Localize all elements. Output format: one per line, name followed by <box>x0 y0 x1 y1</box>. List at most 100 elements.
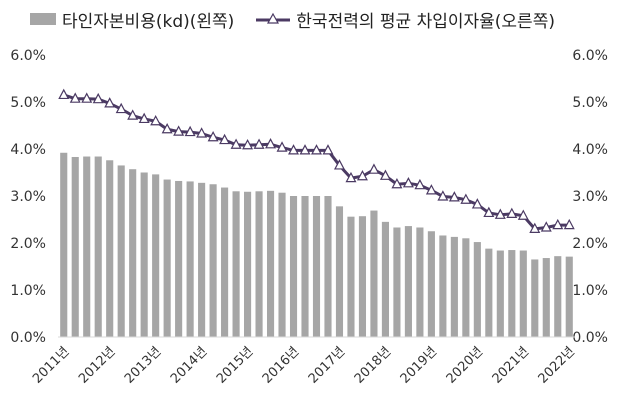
line-point-marker <box>448 191 460 202</box>
y-left-tick-label: 5.0% <box>10 95 46 111</box>
x-tick-label: 2019년 <box>398 344 440 386</box>
x-tick-label: 2015년 <box>214 344 256 386</box>
bar <box>439 235 447 337</box>
line-point-marker <box>104 97 116 108</box>
line-point-marker <box>276 141 288 152</box>
x-tick-label: 2018년 <box>352 344 394 386</box>
line-point-marker <box>322 144 334 155</box>
bar <box>266 190 275 337</box>
line-point-marker <box>230 138 242 149</box>
bar <box>393 227 401 337</box>
bar <box>404 226 412 337</box>
line-point-marker <box>184 125 196 137</box>
y-left-tick-label: 1.0% <box>10 283 46 299</box>
legend-bar-swatch <box>30 13 56 25</box>
bar <box>519 250 527 337</box>
line-point-marker <box>494 208 506 219</box>
line-point-marker <box>219 133 231 145</box>
y-left-tick-label: 2.0% <box>10 236 46 252</box>
y-left-tick-label: 0.0% <box>10 330 46 346</box>
bar <box>450 236 458 337</box>
line-point-marker <box>414 178 426 190</box>
chart-legend: 타인자본비용(kd)(왼쪽) 한국전력의 평균 차입이자율(오른쪽) <box>30 4 577 34</box>
x-tick-label: 2012년 <box>76 344 118 386</box>
line-point-marker <box>242 138 254 150</box>
line-point-marker <box>391 177 403 189</box>
line-point-marker <box>402 177 414 188</box>
line-point-marker <box>506 207 518 218</box>
line-point-marker <box>92 92 104 104</box>
line-point-marker <box>563 218 575 230</box>
bar <box>358 216 367 337</box>
bar <box>244 191 252 337</box>
bar <box>531 259 539 337</box>
line-point-marker <box>368 163 380 174</box>
bar <box>129 169 137 337</box>
legend-bar-label: 타인자본비용(kd)(왼쪽) <box>62 11 235 32</box>
bar <box>462 238 470 337</box>
bar <box>198 182 206 337</box>
bar <box>565 256 573 337</box>
y-right-tick-label: 3.0% <box>572 189 608 205</box>
bar <box>347 216 355 337</box>
bar <box>312 196 321 337</box>
y-right-tick-label: 4.0% <box>572 142 608 158</box>
bar <box>416 227 424 337</box>
line-point-marker <box>265 138 277 149</box>
bar <box>496 250 504 337</box>
x-tick-label: 2013년 <box>122 344 164 386</box>
line-point-marker <box>161 122 173 134</box>
bar <box>94 156 102 337</box>
line-point-marker <box>288 144 300 155</box>
legend-line-swatch <box>256 12 291 24</box>
bar <box>60 152 68 337</box>
line-point-marker <box>517 209 529 220</box>
line-point-marker <box>460 193 472 204</box>
bar <box>221 187 229 337</box>
line-point-marker <box>127 109 139 120</box>
bar <box>71 156 79 337</box>
line-point-marker <box>345 171 357 183</box>
y-left-tick-label: 3.0% <box>10 189 46 205</box>
bar <box>152 174 160 337</box>
y-right-tick-label: 6.0% <box>572 48 608 64</box>
bar <box>542 258 550 337</box>
line-point-marker <box>115 102 127 114</box>
y-right-tick-label: 1.0% <box>572 283 608 299</box>
bar <box>140 172 148 337</box>
bar <box>175 180 183 337</box>
y-right-tick-label: 2.0% <box>572 236 608 252</box>
x-tick-label: 2021년 <box>490 344 532 386</box>
line-point-marker <box>356 169 368 181</box>
bar <box>289 196 298 337</box>
legend-line-label: 한국전력의 평균 차입이자율(오른쪽) <box>296 11 555 32</box>
x-tick-label: 2014년 <box>168 344 210 386</box>
line-point-marker <box>207 130 219 142</box>
line-point-marker <box>471 198 483 209</box>
bar <box>186 181 194 337</box>
bar <box>508 250 516 337</box>
line-point-marker <box>529 222 541 233</box>
line-point-marker <box>483 206 495 218</box>
x-tick-label: 2020년 <box>444 344 486 386</box>
bar <box>301 196 309 337</box>
line-point-marker <box>253 138 265 149</box>
bar <box>232 191 240 337</box>
bar <box>83 156 91 337</box>
y-left-tick-label: 4.0% <box>10 142 46 158</box>
line-point-marker <box>379 169 391 180</box>
line-point-marker <box>437 190 449 201</box>
line-point-marker <box>299 144 311 155</box>
x-tick-label: 2011년 <box>30 344 72 386</box>
x-tick-label: 2017년 <box>306 344 348 386</box>
line-point-marker <box>196 127 208 138</box>
bar <box>335 206 344 337</box>
line-point-marker <box>173 125 185 136</box>
bar <box>117 165 125 337</box>
x-tick-label: 2016년 <box>260 344 302 386</box>
legend-item-line: 한국전력의 평균 차입이자율(오른쪽) <box>256 7 555 32</box>
bar <box>485 248 493 337</box>
line-point-marker <box>333 159 345 170</box>
bar <box>209 184 217 337</box>
